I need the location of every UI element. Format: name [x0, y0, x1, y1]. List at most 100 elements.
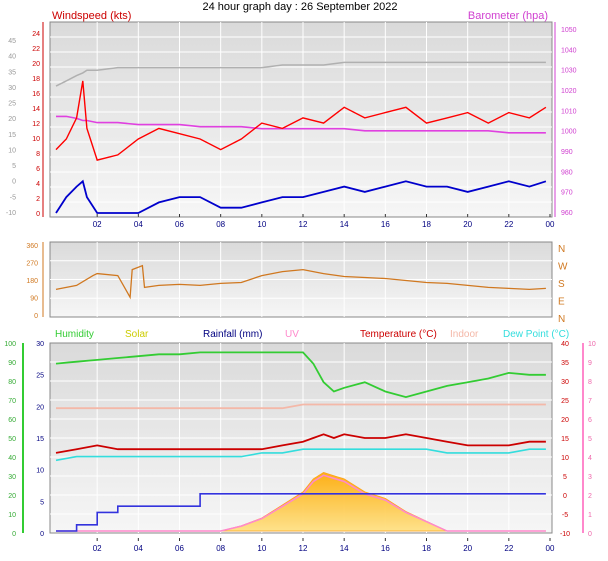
x-tick-label: 06: [175, 544, 184, 553]
humidity-tick-label: 20: [8, 493, 16, 500]
x-tick-label: 22: [504, 544, 513, 553]
humidity-tick-label: 70: [8, 398, 16, 405]
windspeed-tick-label: 10: [32, 136, 40, 143]
compass-tick-label: S: [558, 279, 565, 290]
direction-tick-label: 0: [34, 313, 38, 320]
rainfall-tick-label: 20: [36, 404, 44, 411]
direction-tick-label: 360: [26, 243, 38, 250]
windspeed-tick-label: 4: [36, 181, 40, 188]
secondary-trace-line: [55, 61, 546, 87]
uv-line: [56, 474, 546, 532]
x-tick-label: 22: [504, 220, 513, 229]
legend-entry: Dew Point (°C): [503, 329, 569, 340]
windspeed-tick-label: 6: [36, 166, 40, 173]
barometer-tick-label: 1020: [561, 88, 577, 95]
temperature-tick-label: 20: [561, 417, 569, 424]
barometer-tick-label: 960: [561, 210, 573, 217]
barometer-axis-label: Barometer (hpa): [468, 10, 548, 22]
secondary-tick-label: 30: [8, 85, 16, 92]
rainfall-tick-label: 30: [36, 341, 44, 348]
rainfall-tick-label: 15: [36, 436, 44, 443]
legend-entry: Humidity: [55, 329, 94, 340]
uv-tick-label: 0: [588, 531, 592, 538]
x-tick-label: 18: [422, 220, 431, 229]
temperature-tick-label: 10: [561, 455, 569, 462]
uv-tick-label: 4: [588, 455, 592, 462]
humidity-tick-label: 50: [8, 436, 16, 443]
uv-tick-label: 7: [588, 398, 592, 405]
direction-tick-label: 90: [30, 296, 38, 303]
x-tick-label: 14: [340, 544, 349, 553]
compass-tick-label: N: [558, 244, 565, 255]
secondary-tick-label: 45: [8, 38, 16, 45]
x-tick-label: 04: [134, 544, 143, 553]
direction-tick-label: 180: [26, 278, 38, 285]
x-tick-label: 20: [463, 544, 472, 553]
temperature-tick-label: -10: [560, 531, 570, 538]
wind-gust-line: [55, 80, 547, 161]
windspeed-tick-label: 2: [36, 196, 40, 203]
x-tick-label: 16: [381, 220, 390, 229]
x-tick-label: 18: [422, 544, 431, 553]
uv-tick-label: 5: [588, 436, 592, 443]
uv-tick-label: 1: [588, 512, 592, 519]
x-tick-label: 12: [299, 220, 308, 229]
legend-entry: Temperature (°C): [360, 329, 437, 340]
x-tick-label: 14: [340, 220, 349, 229]
windspeed-tick-label: 22: [32, 46, 40, 53]
secondary-tick-label: 20: [8, 116, 16, 123]
windspeed-tick-label: 14: [32, 106, 40, 113]
x-tick-label: 16: [381, 544, 390, 553]
uv-tick-label: 8: [588, 379, 592, 386]
secondary-tick-label: 15: [8, 132, 16, 139]
secondary-tick-label: 10: [8, 147, 16, 154]
temperature-tick-label: 15: [561, 436, 569, 443]
x-tick-label: 20: [463, 220, 472, 229]
windspeed-tick-label: 16: [32, 91, 40, 98]
temperature-tick-label: 35: [561, 360, 569, 367]
chart-title: 24 hour graph day : 26 September 2022: [202, 1, 397, 13]
x-tick-label: 06: [175, 220, 184, 229]
humidity-tick-label: 30: [8, 474, 16, 481]
humidity-tick-label: 80: [8, 379, 16, 386]
direction-tick-label: 270: [26, 261, 38, 268]
uv-tick-label: 9: [588, 360, 592, 367]
humidity-tick-label: 100: [4, 341, 16, 348]
humidity-tick-label: 0: [12, 531, 16, 538]
barometer-tick-label: 980: [561, 169, 573, 176]
dew-point-line: [55, 448, 546, 462]
windspeed-tick-label: 12: [32, 121, 40, 128]
temperature-tick-label: 40: [561, 341, 569, 348]
wind-direction-line: [55, 264, 546, 300]
barometer-tick-label: 990: [561, 149, 573, 156]
humidity-tick-label: 10: [8, 512, 16, 519]
windspeed-axis-label: Windspeed (kts): [52, 10, 131, 22]
x-tick-label: 10: [257, 544, 266, 553]
windspeed-tick-label: 0: [36, 211, 40, 218]
windspeed-tick-label: 24: [32, 31, 40, 38]
secondary-tick-label: 25: [8, 101, 16, 108]
indoor-temperature-line: [56, 403, 546, 410]
secondary-tick-label: -10: [6, 210, 16, 217]
rainfall-tick-label: 25: [36, 373, 44, 380]
uv-tick-label: 6: [588, 417, 592, 424]
compass-tick-label: W: [558, 262, 568, 273]
secondary-tick-label: -5: [10, 194, 16, 201]
humidity-line: [55, 351, 546, 399]
legend-entry: UV: [285, 329, 299, 340]
temperature-line: [55, 433, 546, 454]
wind-average-line: [55, 179, 547, 214]
barometer-tick-label: 970: [561, 190, 573, 197]
humidity-tick-label: 90: [8, 360, 16, 367]
rainfall-tick-label: 0: [40, 531, 44, 538]
windspeed-tick-label: 18: [32, 76, 40, 83]
secondary-tick-label: 5: [12, 163, 16, 170]
barometer-tick-label: 1050: [561, 27, 577, 34]
legend-entry: Solar: [125, 329, 149, 340]
x-tick-label: 10: [257, 220, 266, 229]
windspeed-tick-label: 8: [36, 151, 40, 158]
x-tick-label: 02: [93, 544, 102, 553]
temperature-tick-label: 25: [561, 398, 569, 405]
barometer-line: [56, 115, 546, 134]
